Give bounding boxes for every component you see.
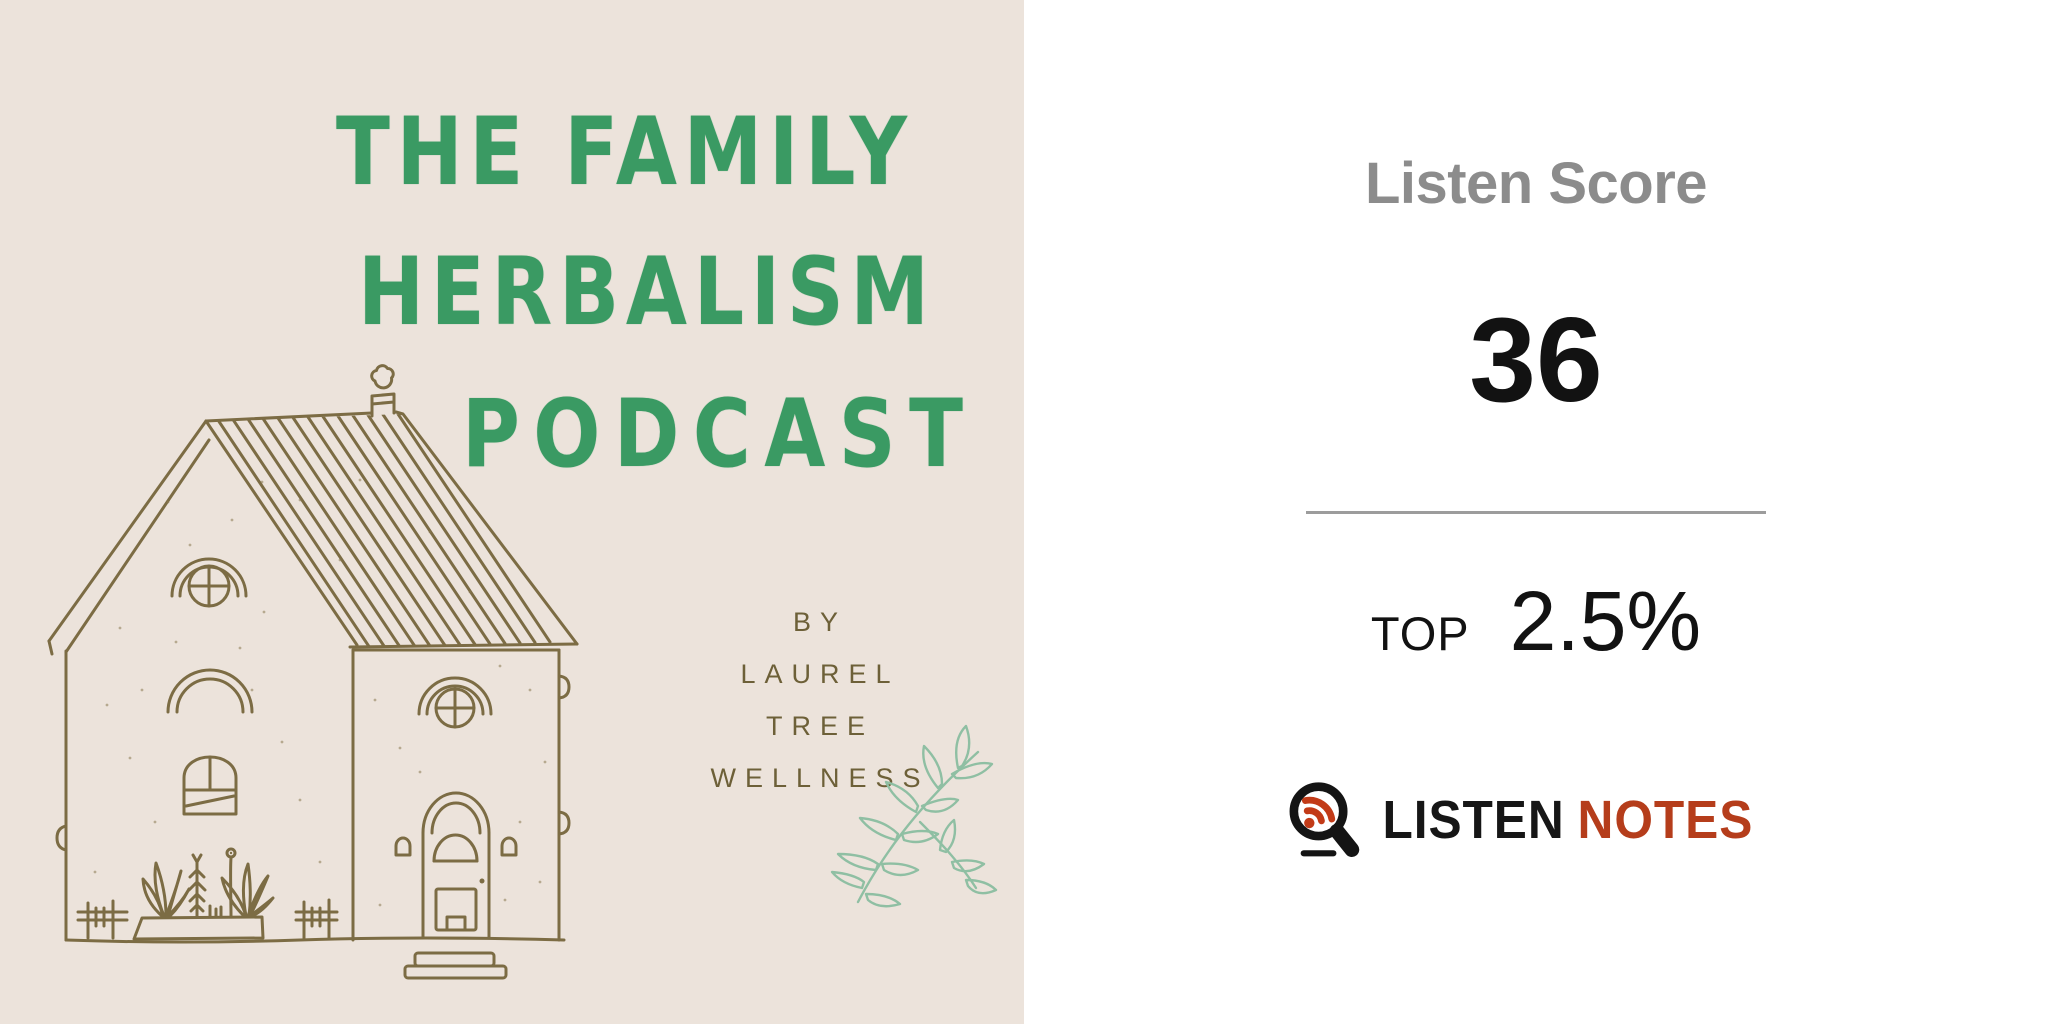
top-percent-value: 2.5% — [1509, 574, 1702, 668]
logo-word-listen: LISTEN — [1382, 790, 1565, 850]
podcast-title-line-1: THE FAMILY — [336, 98, 914, 207]
smoke-puff — [370, 364, 395, 390]
logo-word-notes: NOTES — [1577, 790, 1754, 850]
podcast-title-line-3: PODCAST — [462, 380, 977, 489]
podcast-byline: BY LAUREL TREE WELLNESS — [660, 596, 980, 804]
house-illustration — [47, 364, 579, 980]
top-percent-row: TOP 2.5% — [1371, 573, 1701, 670]
podcast-cover-art: THE FAMILY HERBALISM PODCAST BY LAUREL T… — [0, 0, 1024, 1024]
listen-notes-logo[interactable]: LISTEN NOTES — [1286, 780, 1785, 860]
byline-line-2: LAUREL — [740, 659, 900, 689]
top-label: TOP — [1370, 607, 1470, 660]
listen-score-value: 36 — [1469, 293, 1603, 427]
cover-illustration — [47, 364, 998, 980]
leaf-sprig-illustration — [830, 724, 998, 908]
listen-score-panel: Listen Score 36 TOP 2.5% LISTEN NOTES — [1024, 0, 2048, 1024]
garden-fence-left — [76, 899, 129, 940]
byline-line-4: WELLNESS — [710, 763, 930, 793]
gable-window — [170, 557, 248, 608]
listen-score-heading: Listen Score — [1364, 151, 1708, 216]
stipple-dots — [93, 478, 547, 907]
podcast-title-line-2: HERBALISM — [358, 238, 936, 347]
garden-bed — [132, 847, 275, 941]
divider-line — [1306, 511, 1766, 514]
doorstep — [403, 951, 508, 980]
front-door — [421, 791, 491, 940]
magnifier-rss-icon — [1289, 782, 1360, 857]
byline-line-3: TREE — [765, 711, 874, 741]
rss-glyph — [1301, 796, 1336, 829]
left-arched-window — [166, 668, 254, 816]
right-round-window — [417, 676, 493, 729]
byline-line-1: BY — [792, 607, 848, 637]
garden-fence-right — [294, 898, 339, 940]
